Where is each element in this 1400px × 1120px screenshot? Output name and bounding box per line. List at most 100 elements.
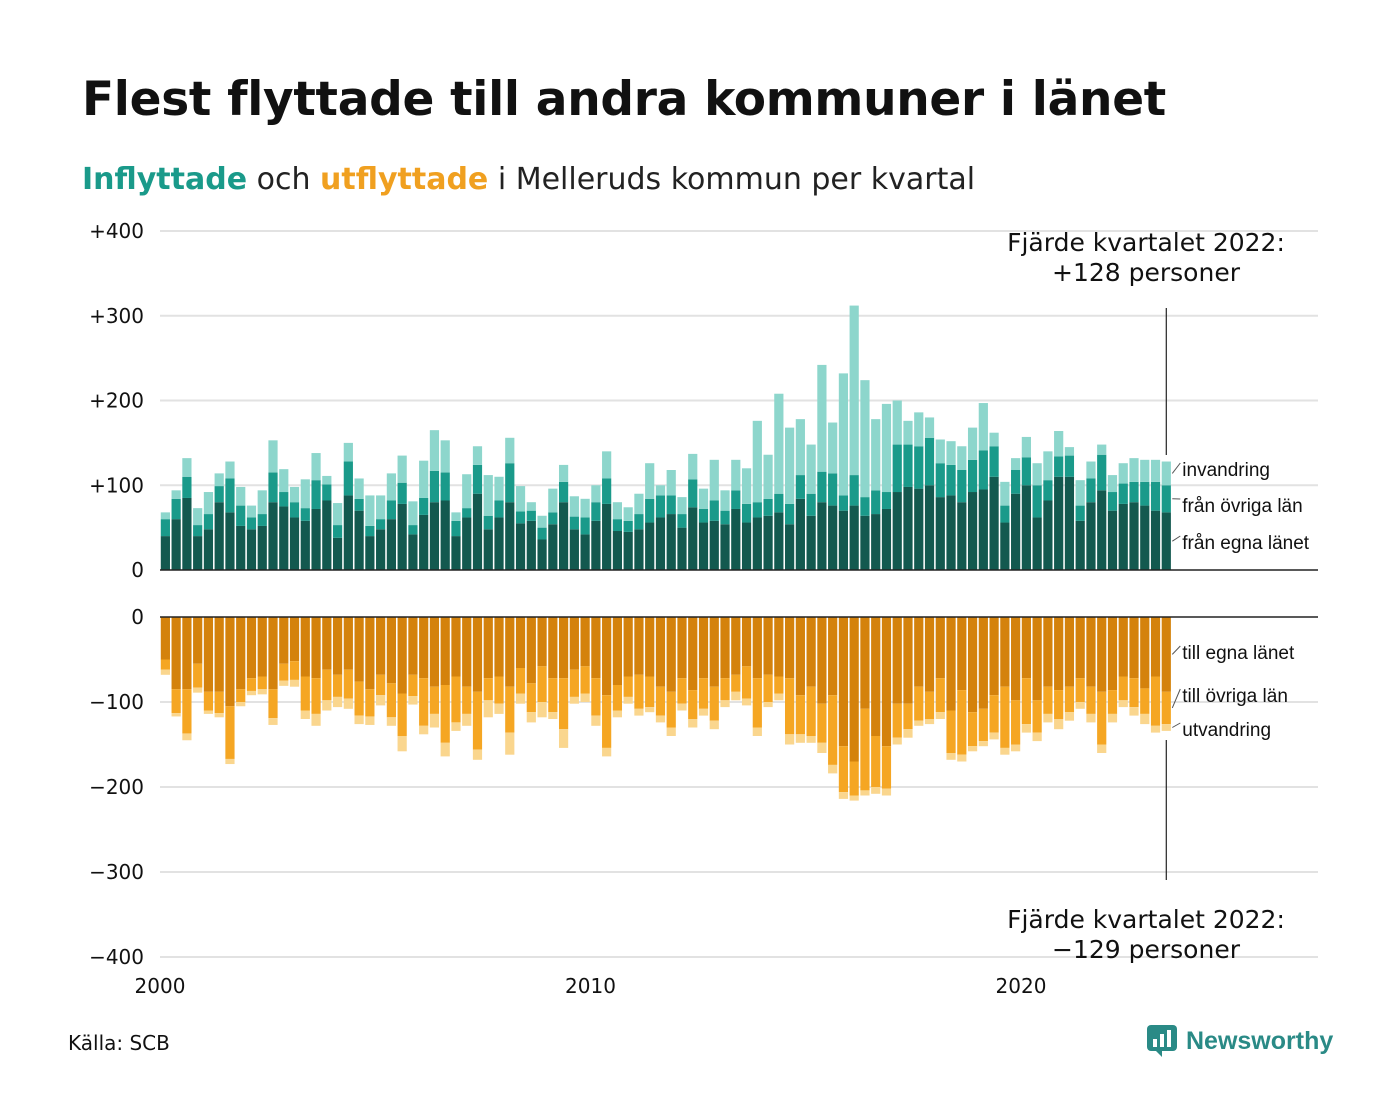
bar-in <box>268 440 278 473</box>
bar-in <box>354 478 364 499</box>
bar-in <box>483 529 493 570</box>
bar-out <box>505 732 515 755</box>
bar-out <box>655 715 666 723</box>
bar-out <box>763 702 773 708</box>
bars <box>160 305 1171 801</box>
bar-out <box>537 666 547 702</box>
bar-out <box>246 678 257 691</box>
bar-in <box>1150 459 1161 482</box>
bar-in <box>494 517 504 571</box>
bar-out <box>1161 691 1171 725</box>
bar-out <box>203 691 214 711</box>
bar-out <box>526 683 536 713</box>
bar-out <box>343 698 353 709</box>
bar-out <box>935 617 945 679</box>
bar-in <box>462 517 472 571</box>
bar-in <box>332 537 343 570</box>
bar-in <box>1064 455 1075 477</box>
bar-out <box>612 617 623 685</box>
bar-in <box>160 519 170 537</box>
segment-label: till övriga län <box>1182 686 1288 707</box>
bar-out <box>785 734 795 745</box>
bar-in <box>688 479 698 508</box>
bar-out <box>268 617 278 690</box>
bar-out <box>655 686 666 716</box>
bar-in <box>1032 485 1042 518</box>
bar-in <box>182 476 192 498</box>
bar-in <box>860 497 870 516</box>
bar-out <box>558 729 569 748</box>
bar-in <box>343 495 353 570</box>
bar-in <box>795 498 805 570</box>
bar-in <box>731 490 741 509</box>
bar-out <box>785 617 795 679</box>
subtitle-out-word: utflyttade <box>320 162 489 197</box>
bar-in <box>472 493 483 571</box>
bar-out <box>688 690 698 719</box>
bar-out <box>1150 725 1161 733</box>
bar-out <box>924 617 935 692</box>
bar-out <box>838 792 849 799</box>
bar-in <box>580 517 590 535</box>
bar-out <box>526 712 536 723</box>
bar-in <box>623 507 633 521</box>
brand-logo[interactable]: Newsworthy <box>1146 1024 1333 1058</box>
newsworthy-logo-icon <box>1147 1025 1177 1057</box>
bar-in <box>1000 481 1010 506</box>
x-tick-label: 2000 <box>135 974 186 998</box>
subtitle-middle-word: och <box>256 162 311 197</box>
bar-out <box>1086 686 1096 714</box>
bar-in <box>236 486 246 506</box>
bar-out <box>300 710 310 719</box>
subtitle-rest: i Melleruds kommun per kvartal <box>497 162 976 197</box>
bar-out <box>957 754 967 762</box>
bar-out <box>494 676 504 704</box>
segment-label-leader <box>1171 462 1181 474</box>
bar-in <box>1043 480 1053 501</box>
bar-out <box>505 686 515 733</box>
bar-out <box>311 713 321 726</box>
bar-in <box>289 502 300 518</box>
bar-in <box>978 403 988 451</box>
bar-out <box>666 727 676 736</box>
bar-in <box>935 497 945 571</box>
bar-out <box>1021 617 1031 679</box>
bar-out <box>569 696 579 704</box>
bar-out <box>892 617 902 704</box>
bar-out <box>236 702 246 707</box>
bar-in <box>494 500 504 518</box>
bar-out <box>580 693 590 702</box>
bar-in <box>1107 510 1118 571</box>
bar-in <box>1011 470 1021 494</box>
bar-out <box>1150 676 1161 726</box>
bar-out <box>1000 686 1010 748</box>
bar-out <box>408 674 418 697</box>
bar-out <box>365 689 375 717</box>
bar-out <box>957 690 967 755</box>
bar-in <box>978 489 988 570</box>
bar-in <box>537 527 547 540</box>
bar-out <box>462 713 472 726</box>
bar-out <box>688 719 698 728</box>
bar-out <box>225 617 235 707</box>
bar-out <box>903 703 913 730</box>
bar-in <box>515 486 526 512</box>
bar-in <box>924 437 935 486</box>
bar-in <box>160 512 170 520</box>
bar-out <box>795 617 805 696</box>
bar-in <box>903 486 913 570</box>
bar-in <box>860 380 870 498</box>
bar-in <box>914 412 924 447</box>
bar-in <box>1161 485 1171 513</box>
bar-in <box>795 419 805 476</box>
bar-out <box>365 617 375 690</box>
bar-out <box>472 617 483 692</box>
bar-in <box>193 508 203 526</box>
y-tick-label: +100 <box>89 473 144 497</box>
bar-out <box>429 713 440 728</box>
bar-in <box>1097 490 1107 570</box>
bar-in <box>849 475 859 506</box>
bar-out <box>1140 617 1150 689</box>
bar-out <box>1140 713 1150 725</box>
bar-in <box>838 495 849 511</box>
